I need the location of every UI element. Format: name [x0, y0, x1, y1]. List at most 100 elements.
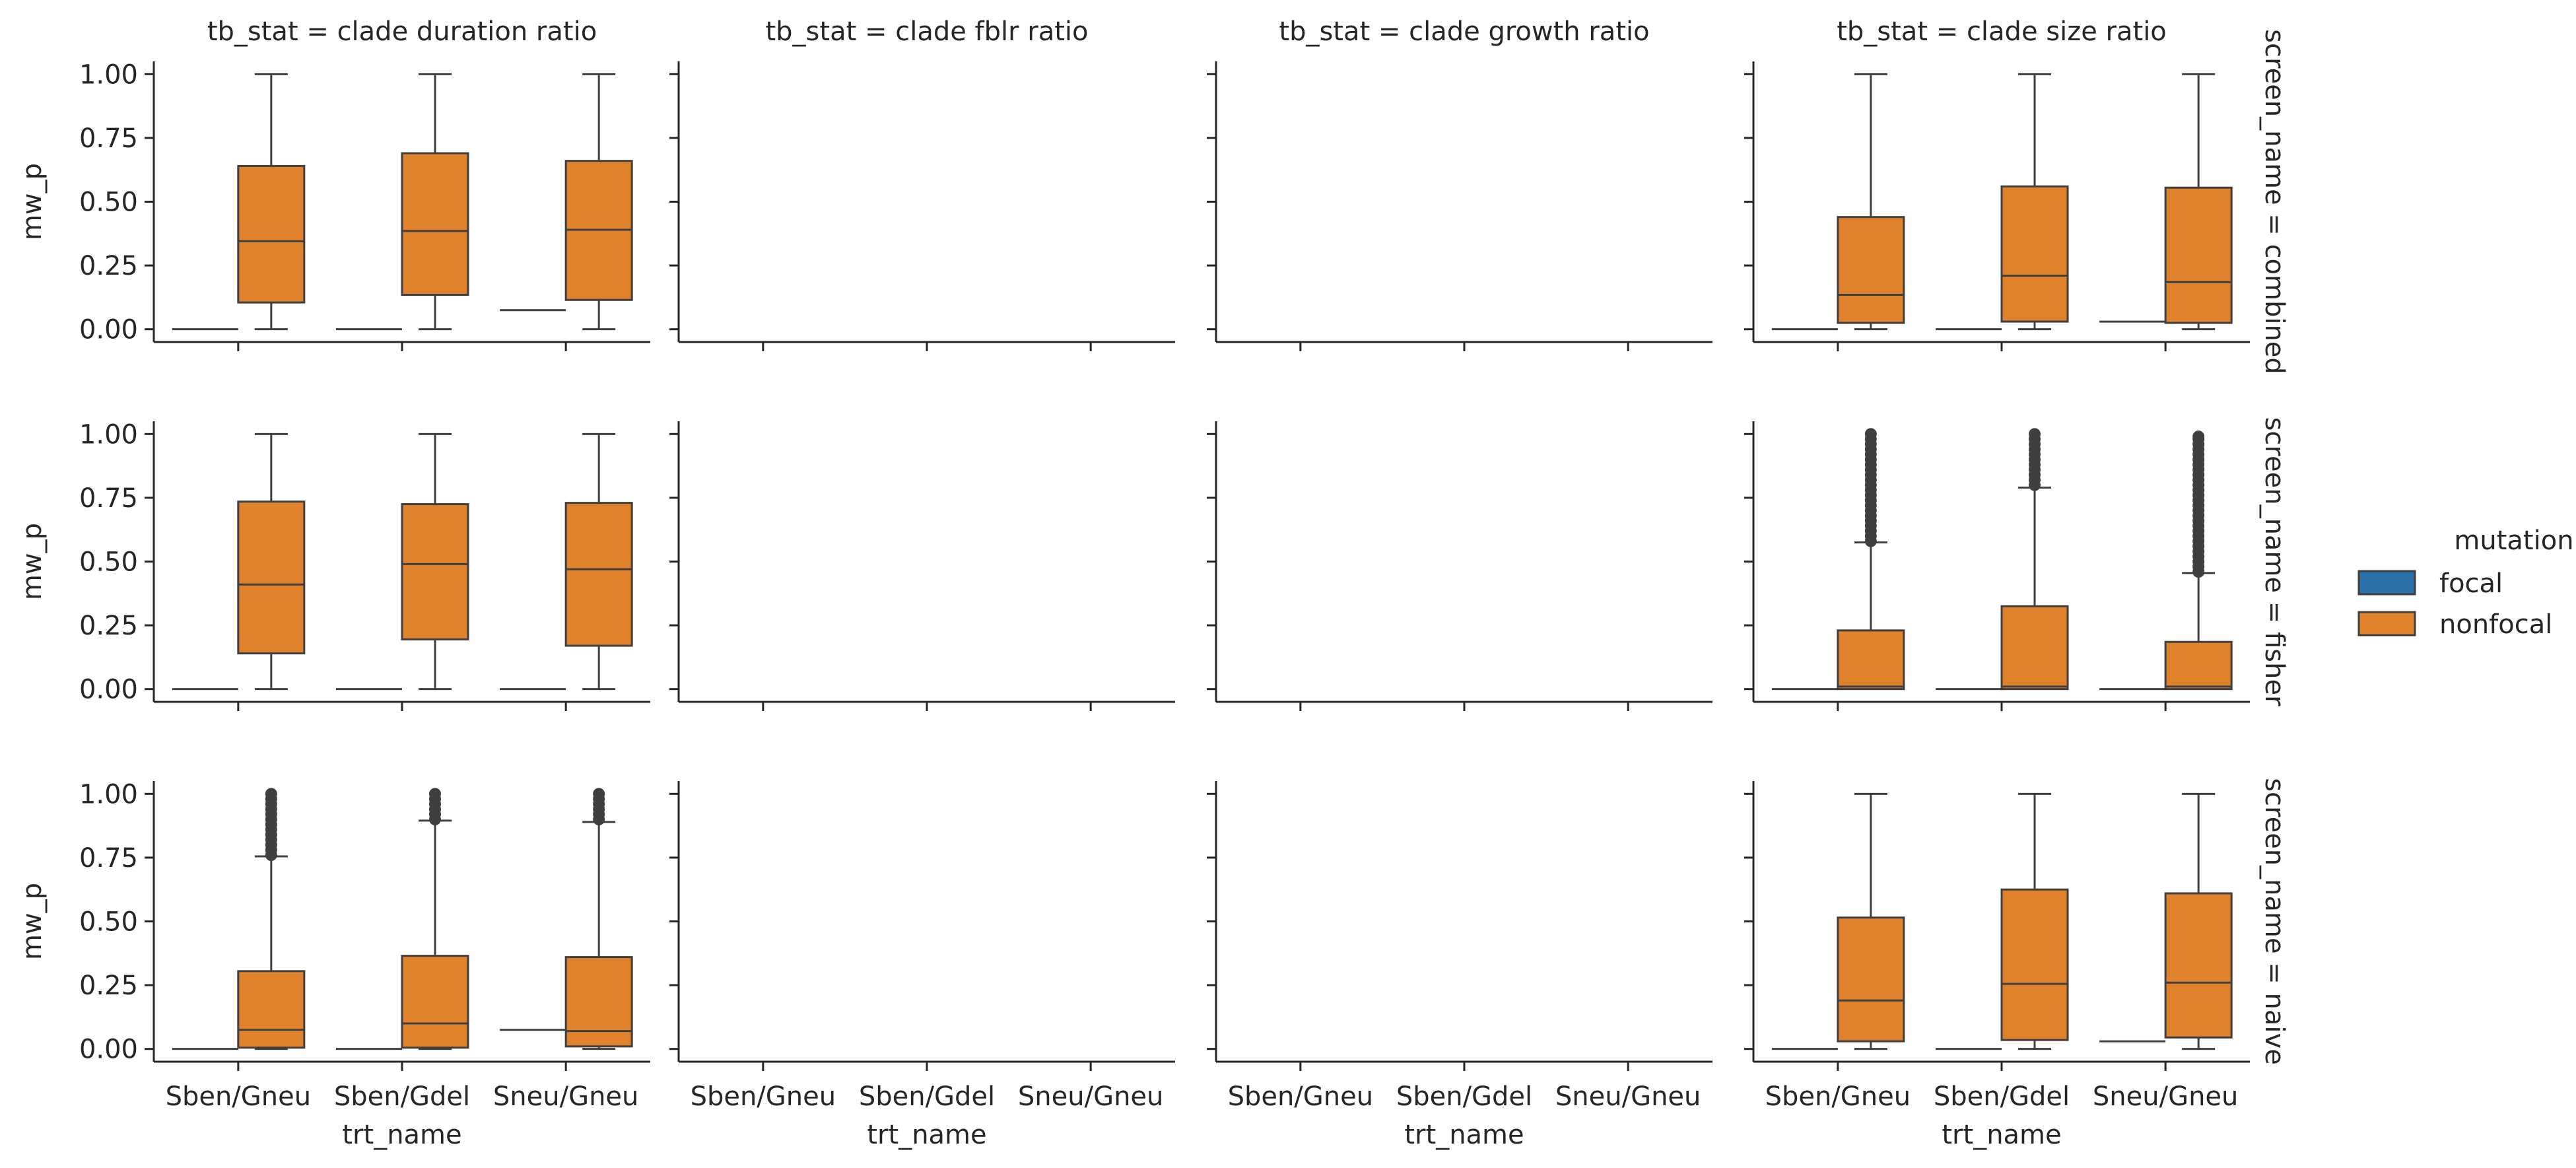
- box-nonfocal-cat2: [564, 788, 633, 1050]
- x-axis-label: trt_name: [1404, 1120, 1524, 1150]
- box-nonfocal-cat1: [401, 73, 469, 331]
- facet-panel-r1-c3: screen_name = fisher: [1744, 417, 2289, 711]
- x-tick-label: Sben/Gneu: [691, 1082, 836, 1112]
- facet-panel-r0-c0: 0.00 0.25 0.50 0.75 1.00 mw_p tb_stat = clade …: [17, 17, 650, 351]
- x-tick-label: Sben/Gdel: [334, 1082, 470, 1112]
- box-nonfocal-cat1: [2000, 428, 2069, 691]
- y-axis-label: mw_p: [17, 883, 48, 960]
- box-nonfocal-cat1: [2000, 792, 2069, 1050]
- y-tick-label: 0.00: [79, 675, 138, 705]
- box-nonfocal-cat2: [2164, 430, 2233, 691]
- legend: mutation focal nonfocal: [2357, 526, 2574, 640]
- legend-label-focal: focal: [2439, 568, 2503, 599]
- box-nonfocal-cat2: [2164, 73, 2233, 331]
- box-nonfocal-cat0: [237, 73, 306, 331]
- facet-panel-r2-c0: 0.00 0.25 0.50 0.75 1.00 Sben/Gneu Sben/Gdel Sn…: [17, 779, 650, 1150]
- box-nonfocal-cat0: [237, 788, 306, 1050]
- box-nonfocal-cat0: [1837, 792, 1905, 1050]
- legend-swatch-focal: [2357, 570, 2416, 596]
- box-nonfocal-cat0: [237, 432, 306, 691]
- x-tick-label: Sneu/Gneu: [1555, 1082, 1701, 1112]
- legend-label-nonfocal: nonfocal: [2439, 609, 2552, 640]
- facet-panel-r2-c1: Sben/Gneu Sben/Gdel Sneu/Gneu trt_name: [669, 781, 1175, 1150]
- y-tick-label: 0.25: [79, 251, 138, 281]
- y-tick-label: 0.00: [79, 1035, 138, 1065]
- box-body: [1837, 216, 1905, 324]
- y-tick-label: 0.50: [79, 188, 138, 218]
- column-title: tb_stat = clade size ratio: [1837, 17, 2167, 47]
- facet-panel-r0-c1: tb_stat = clade fblr ratio: [669, 17, 1175, 351]
- row-title: screen_name = naive: [2259, 778, 2289, 1065]
- outlier-point: [265, 788, 277, 800]
- y-tick-label: 0.75: [79, 123, 138, 154]
- box-body: [564, 502, 633, 647]
- box-body: [237, 164, 306, 304]
- y-tick-label: 0.00: [79, 315, 138, 345]
- y-tick-label: 0.50: [79, 547, 138, 578]
- box-nonfocal-cat2: [564, 432, 633, 691]
- y-tick-label: 1.00: [79, 419, 138, 450]
- column-title: tb_stat = clade duration ratio: [207, 17, 597, 47]
- y-tick-label: 0.25: [79, 611, 138, 641]
- legend-title: mutation: [2454, 526, 2573, 556]
- box-nonfocal-cat2: [564, 73, 633, 331]
- x-tick-label: Sben/Gdel: [859, 1082, 995, 1112]
- facet-panel-r2-c3: Sben/Gneu Sben/Gdel Sneu/Gneu trt_name scree…: [1744, 778, 2289, 1150]
- y-axis-label: mw_p: [17, 163, 48, 240]
- box-body: [1837, 916, 1905, 1043]
- facet-panel-r0-c2: tb_stat = clade growth ratio: [1207, 17, 1712, 351]
- box-body: [2164, 640, 2233, 691]
- x-tick-label: Sneu/Gneu: [1018, 1082, 1164, 1112]
- y-tick-label: 0.25: [79, 971, 138, 1001]
- box-body: [2164, 892, 2233, 1039]
- outlier-point: [1864, 428, 1877, 440]
- x-tick-label: Sben/Gdel: [1396, 1082, 1532, 1112]
- box-body: [2000, 605, 2069, 691]
- box-body: [2164, 186, 2233, 324]
- box-nonfocal-cat0: [1837, 73, 1905, 331]
- row-title: screen_name = fisher: [2259, 417, 2289, 706]
- x-tick-label: Sben/Gneu: [166, 1082, 312, 1112]
- box-body: [401, 503, 469, 640]
- box-nonfocal-cat2: [2164, 792, 2233, 1050]
- box-body: [401, 152, 469, 296]
- x-tick-label: Sneu/Gneu: [2093, 1082, 2239, 1112]
- box-nonfocal-cat1: [401, 432, 469, 691]
- outlier-point: [2192, 430, 2205, 443]
- facet-panel-r1-c0: 0.00 0.25 0.50 0.75 1.00 mw_p: [17, 419, 650, 711]
- facet-grid: 0.00 0.25 0.50 0.75 1.00 mw_p tb_stat = clade …: [17, 17, 2289, 1150]
- x-tick-label: Sben/Gneu: [1765, 1082, 1911, 1112]
- facet-panel-r2-c2: Sben/Gneu Sben/Gdel Sneu/Gneu trt_name: [1207, 781, 1712, 1150]
- y-tick-label: 0.50: [79, 907, 138, 938]
- box-body: [564, 956, 633, 1048]
- box-body: [237, 500, 306, 655]
- x-tick-label: Sben/Gdel: [1934, 1082, 2070, 1112]
- y-tick-label: 0.75: [79, 843, 138, 874]
- y-axis-label: mw_p: [17, 523, 48, 600]
- box-body: [401, 955, 469, 1049]
- outlier-point: [2029, 428, 2041, 440]
- y-tick-label: 0.75: [79, 483, 138, 514]
- facet-panel-r0-c3: tb_stat = clade size ratio screen_name = …: [1744, 17, 2289, 374]
- box-nonfocal-cat1: [2000, 73, 2069, 331]
- box-body: [2000, 185, 2069, 323]
- outlier-point: [429, 788, 441, 800]
- y-tick-label: 1.00: [79, 59, 138, 90]
- x-axis-label: trt_name: [1942, 1120, 2061, 1150]
- facet-panel-r1-c2: [1207, 421, 1712, 711]
- column-title: tb_stat = clade growth ratio: [1279, 17, 1649, 47]
- box-body: [237, 970, 306, 1049]
- x-tick-label: Sben/Gneu: [1228, 1082, 1374, 1112]
- row-title: screen_name = combined: [2259, 29, 2289, 374]
- box-body: [1837, 629, 1905, 691]
- box-nonfocal-cat1: [401, 788, 469, 1050]
- y-tick-label: 1.00: [79, 779, 138, 809]
- x-axis-label: trt_name: [867, 1120, 986, 1150]
- x-tick-label: Sneu/Gneu: [493, 1082, 639, 1112]
- facet-panel-r1-c1: [669, 421, 1175, 711]
- box-body: [2000, 888, 2069, 1041]
- column-title: tb_stat = clade fblr ratio: [765, 17, 1088, 47]
- legend-swatch-nonfocal: [2357, 611, 2416, 636]
- outlier-point: [593, 788, 605, 800]
